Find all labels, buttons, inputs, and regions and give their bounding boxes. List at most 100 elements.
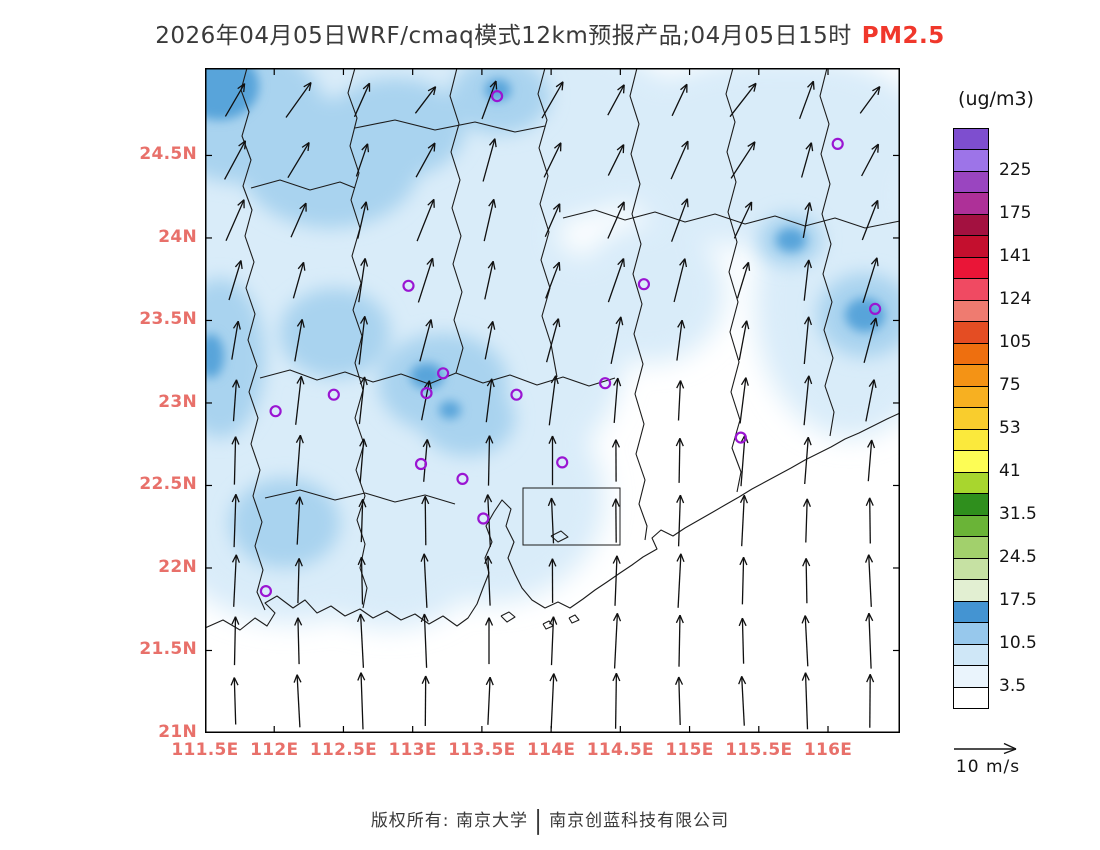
colorbar-segment (954, 256, 988, 279)
city-station-marker (327, 388, 340, 401)
wind-arrow (676, 319, 686, 361)
wind-arrow (670, 140, 689, 180)
wind-arrow (358, 499, 367, 543)
wind-arrow (738, 320, 750, 361)
wind-arrow (676, 380, 685, 421)
wind-arrow (675, 438, 684, 483)
colorbar-tick-label: 225 (999, 160, 1032, 181)
colorbar-segment (954, 536, 988, 558)
wind-arrow (798, 80, 815, 120)
lat-tick-label: 23.5N (139, 309, 197, 330)
pm25-map (204, 68, 900, 734)
wind-arrow (803, 259, 813, 301)
city-station-marker (259, 584, 273, 598)
wind-arrow (612, 672, 621, 729)
colorbar-unit-label: (ug/m3) (958, 88, 1034, 110)
axis-ticks (204, 68, 900, 734)
wind-arrow (231, 494, 240, 548)
wind-arrow (865, 497, 874, 544)
copyright-right: 南京创蓝科技有限公司 (549, 811, 730, 831)
colorbar-segment (954, 450, 988, 472)
colorbar-segment (954, 579, 988, 601)
colorbar-segment (954, 235, 988, 257)
lon-tick-label: 114E (526, 740, 576, 760)
lon-tick-label: 112.5E (309, 740, 378, 760)
boundary-line (550, 530, 569, 543)
wind-arrow (231, 554, 241, 607)
lon-tick-label: 114.5E (586, 740, 654, 760)
boundary-line (354, 119, 546, 133)
wind-arrow (228, 260, 243, 301)
wind-arrow (294, 617, 303, 665)
city-station-marker (868, 302, 882, 315)
city-station-marker (556, 456, 569, 469)
colorbar-tick-label: 141 (999, 246, 1032, 267)
colorbar-segment (954, 686, 988, 709)
wind-arrow (415, 142, 436, 178)
wind-arrow (801, 615, 810, 667)
boundary-line (819, 68, 835, 437)
lat-tick-label: 22N (158, 556, 197, 577)
wind-arrow (865, 379, 877, 422)
wind-arrow (733, 201, 753, 239)
colorbar-tick-label: 17.5 (999, 590, 1037, 611)
lon-tick-label: 115E (665, 740, 714, 760)
wind-arrow (739, 494, 749, 547)
wind-arrow (610, 316, 624, 365)
colorbar-tick-label: 31.5 (999, 504, 1037, 525)
figure-title: 2026年04月05日WRF/cmaq模式12km预报产品;04月05日15时 P… (0, 16, 1100, 50)
wind-arrow (295, 375, 305, 425)
wind-arrow (802, 498, 812, 543)
colorbar-segment (954, 665, 988, 687)
wind-arrow (739, 377, 749, 424)
colorbar-tick-label: 41 (999, 461, 1021, 482)
colorbar-segment (954, 342, 988, 365)
colorbar-segment (954, 622, 988, 644)
wind-arrow (670, 198, 689, 242)
lat-tick-label: 22.5N (139, 474, 197, 495)
wind-legend: 10 m/s (948, 740, 1028, 777)
wind-arrow (414, 86, 437, 114)
wind-arrow (231, 379, 241, 422)
wind-arrow (675, 614, 684, 667)
city-station-marker (599, 377, 612, 390)
wind-arrow (803, 375, 813, 426)
city-station-marker (402, 279, 415, 292)
lat-tick-label: 24.5N (139, 144, 197, 165)
lon-tick-label: 111.5E (171, 740, 239, 760)
title-main: 2026年04月05日WRF/cmaq模式12km预报产品;04月05日15时 (155, 23, 852, 49)
map-area (204, 68, 900, 734)
wind-arrow (730, 141, 756, 179)
lon-tick-label: 112E (250, 740, 299, 760)
boundary-line (568, 614, 580, 624)
copyright-separator: | (534, 806, 543, 836)
colorbar-segment (954, 278, 988, 300)
colorbar-segment (954, 643, 988, 666)
wind-legend-label: 10 m/s (955, 757, 1021, 777)
wind-arrow (285, 81, 312, 118)
colorbar-tick-label: 10.5 (999, 633, 1037, 654)
colorbar (953, 128, 989, 709)
city-station-marker (437, 367, 450, 380)
wind-arrow (419, 319, 434, 362)
colorbar-tick-label: 105 (999, 332, 1032, 353)
wind-arrow (484, 555, 493, 606)
boundary-line (250, 179, 356, 191)
wind-arrow (230, 677, 239, 725)
lon-tick-label: 113.5E (448, 740, 516, 760)
colorbar-segment (954, 385, 988, 408)
lon-tick-label: 116E (803, 740, 853, 760)
wind-arrow (357, 672, 366, 730)
colorbar-segment (954, 493, 988, 515)
boundary-line (562, 209, 900, 229)
wind-arrow (358, 315, 369, 365)
wind-arrow (353, 82, 371, 118)
wind-arrow (800, 142, 814, 178)
wind-arrow (803, 436, 812, 485)
colorbar-segment (954, 407, 988, 429)
wind-arrow (676, 494, 685, 547)
wind-arrow (612, 555, 621, 606)
wind-arrow (224, 83, 246, 117)
wind-arrow (231, 436, 240, 485)
